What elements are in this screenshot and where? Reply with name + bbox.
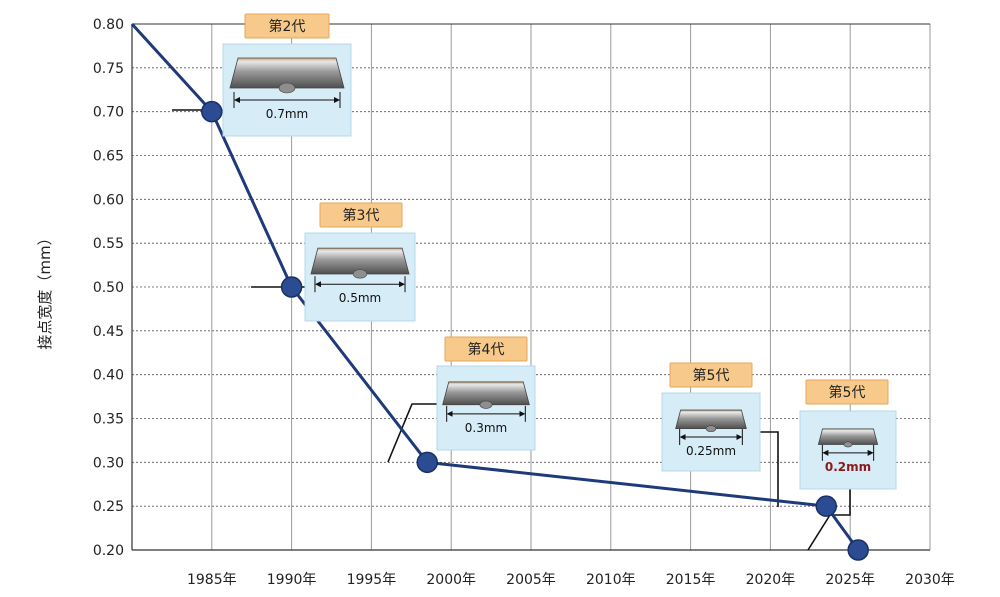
chip-notch bbox=[278, 82, 296, 94]
x-tick-label: 1995年 bbox=[347, 572, 397, 588]
generation-label: 第4代 bbox=[468, 341, 505, 358]
y-tick-label: 0.40 bbox=[93, 368, 124, 384]
contact-chip-icon bbox=[229, 57, 345, 89]
contact-chip-icon bbox=[675, 409, 747, 430]
x-tick-label: 2025年 bbox=[825, 572, 875, 588]
annotation-connector bbox=[807, 489, 851, 551]
chip-notch bbox=[479, 400, 493, 409]
generation-badge bbox=[669, 362, 753, 388]
callout-panel bbox=[799, 410, 897, 490]
generation-badge bbox=[319, 202, 403, 228]
y-tick-label: 0.50 bbox=[93, 280, 124, 296]
x-tick-label: 2030年 bbox=[905, 572, 955, 588]
width-label: 0.25mm bbox=[686, 444, 736, 458]
axes: 0.80 0.75 0.70 0.65 0.60 0.55 0.50 0.45 0.40 0.35… bbox=[93, 17, 955, 588]
y-tick-label: 0.20 bbox=[93, 543, 124, 559]
annotation-callout: 第2代 0.7mm bbox=[222, 13, 352, 137]
annotations: 第2代 0.7mm 第3代 0.5mm 第4代 0.3mm 第5代 0.25mm 第5代 0.2m… bbox=[222, 13, 897, 490]
y-tick-label: 0.55 bbox=[93, 236, 124, 252]
data-point bbox=[815, 495, 838, 517]
y-tick-label: 0.25 bbox=[93, 499, 124, 515]
annotation-callout: 第5代 0.2mm bbox=[799, 379, 897, 490]
generation-badge bbox=[444, 336, 528, 362]
y-tick-label: 0.30 bbox=[93, 455, 124, 471]
width-label: 0.5mm bbox=[339, 291, 381, 305]
x-tick-label: 1990年 bbox=[267, 572, 317, 588]
annotation-connector bbox=[387, 403, 437, 463]
contact-chip-icon bbox=[442, 381, 530, 406]
annotation-callout: 第4代 0.3mm bbox=[436, 336, 536, 451]
generation-badge bbox=[805, 379, 889, 405]
chip-notch bbox=[843, 441, 853, 448]
x-tick-label: 1985年 bbox=[187, 572, 237, 588]
x-tick-label: 2015年 bbox=[666, 572, 716, 588]
x-tick-label: 2010年 bbox=[586, 572, 636, 588]
chip-notch bbox=[352, 269, 368, 279]
annotation-callout: 第3代 0.5mm bbox=[304, 202, 416, 322]
data-point bbox=[201, 100, 223, 123]
y-tick-label: 0.45 bbox=[93, 324, 124, 340]
y-tick-label: 0.75 bbox=[93, 61, 124, 77]
y-tick-label: 0.60 bbox=[93, 192, 124, 208]
annotation-callout: 第5代 0.25mm bbox=[661, 362, 761, 472]
data-point bbox=[847, 539, 869, 561]
y-tick-label: 0.65 bbox=[93, 149, 124, 165]
data-point bbox=[280, 276, 303, 298]
generation-label: 第3代 bbox=[343, 207, 380, 224]
y-tick-label: 0.70 bbox=[93, 105, 124, 121]
grid bbox=[132, 24, 931, 550]
generation-label: 第2代 bbox=[269, 18, 306, 35]
x-tick-label: 2020年 bbox=[746, 572, 796, 588]
generation-badge bbox=[244, 13, 330, 39]
y-axis-label: 接点宽度（mm） bbox=[36, 230, 54, 349]
chip-notch bbox=[705, 425, 717, 433]
contact-chip-icon bbox=[817, 428, 879, 445]
width-label: 0.3mm bbox=[465, 421, 507, 435]
connectors bbox=[172, 109, 851, 551]
width-label: 0.7mm bbox=[266, 107, 308, 121]
annotation-connector bbox=[760, 431, 779, 507]
series-markers bbox=[201, 100, 869, 561]
y-tick-label: 0.80 bbox=[93, 17, 124, 33]
generation-label: 第5代 bbox=[693, 367, 730, 384]
y-tick-label: 0.35 bbox=[93, 412, 124, 428]
generation-label: 第5代 bbox=[829, 384, 866, 401]
x-tick-label: 2000年 bbox=[426, 572, 476, 588]
width-label: 0.2mm bbox=[825, 460, 871, 474]
contact-chip-icon bbox=[310, 247, 410, 275]
data-point bbox=[416, 451, 439, 474]
x-tick-label: 2005年 bbox=[506, 572, 556, 588]
